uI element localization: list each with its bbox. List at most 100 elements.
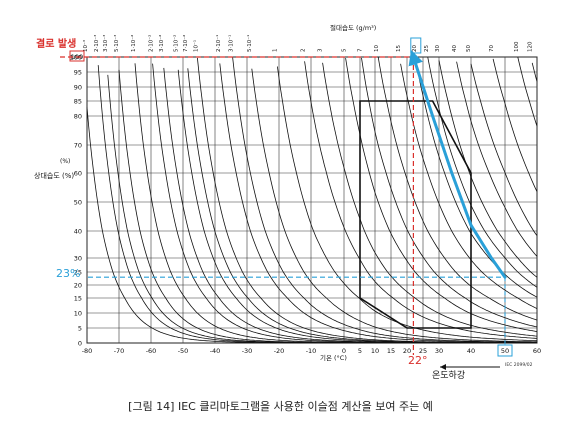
abs-humidity-label: 2·10⁻² bbox=[148, 35, 155, 52]
abs-humidity-label: 5·10⁻² bbox=[172, 35, 179, 52]
abs-humidity-label: 3·10⁻² bbox=[158, 35, 165, 52]
x-tick-label: 25 bbox=[419, 347, 427, 355]
y-tick-label: 80 bbox=[74, 113, 82, 121]
figure-caption: [그림 14] IEC 클리마토그램을 사용한 이슬점 계산을 보여 주는 예 bbox=[128, 400, 433, 413]
rh-23-label: 23% bbox=[56, 267, 80, 280]
dew-point-label: 22° bbox=[408, 354, 428, 367]
x-tick-label: -10 bbox=[306, 347, 317, 355]
y-tick-label: 0 bbox=[78, 340, 82, 348]
abs-humidity-label: 15 bbox=[396, 45, 402, 52]
x-tick-label: 40 bbox=[467, 347, 475, 355]
abs-humidity-label: 120 bbox=[527, 41, 533, 52]
annotations bbox=[60, 49, 513, 370]
abs-humidity-label: 3 bbox=[318, 48, 324, 52]
y-tick-label: 10 bbox=[74, 310, 82, 318]
climate-envelope-outline bbox=[359, 100, 472, 329]
y-tick-label: 50 bbox=[74, 199, 82, 207]
cooling-path bbox=[408, 49, 507, 279]
abs-humidity-label: 30 bbox=[435, 45, 441, 52]
abs-humidity-curve bbox=[345, 58, 538, 332]
abs-humidity-label: 2 bbox=[301, 49, 307, 53]
abs-humidity-curve bbox=[377, 57, 538, 321]
abs-humidity-label: 7·10⁻² bbox=[182, 35, 189, 52]
abs-humidity-curve bbox=[492, 58, 538, 192]
y-tick-label: 95 bbox=[74, 69, 82, 77]
source-label: IEC 2099/02 bbox=[505, 362, 533, 368]
x-tick-label: -80 bbox=[82, 347, 93, 355]
x-tick-label: 10 bbox=[371, 347, 379, 355]
y-tick-label: 25 bbox=[74, 269, 82, 277]
cooling-label: 온도하강 bbox=[432, 370, 465, 381]
y-tick-label: 20 bbox=[74, 282, 82, 290]
y-tick-label: 100 bbox=[70, 54, 82, 62]
y-tick-label: 15 bbox=[74, 295, 82, 303]
abs-humidity-label: 5 bbox=[342, 48, 348, 52]
abs-humidity-label: 7 bbox=[358, 48, 364, 52]
x-tick-label: 20 bbox=[403, 347, 411, 355]
rh-100-box bbox=[69, 50, 85, 62]
abs-humidity-label: 70 bbox=[489, 45, 495, 52]
abs-humidity-curve bbox=[470, 63, 538, 236]
x-tick-label: 30 bbox=[435, 347, 443, 355]
plot-frame bbox=[86, 56, 538, 344]
abs-humidity-label: 100 bbox=[514, 41, 520, 52]
abs-humidity-label: 2·10⁻³ bbox=[93, 35, 100, 52]
temp-50-box bbox=[497, 344, 513, 357]
abs-humidity-curve bbox=[322, 62, 538, 337]
grid-layer bbox=[86, 56, 538, 344]
y-tick-label: 40 bbox=[74, 228, 82, 236]
abs-humidity-curve bbox=[219, 63, 537, 343]
abs-humidity-label: 20 bbox=[412, 45, 418, 52]
abs-humidity-curve bbox=[400, 63, 538, 309]
abs-humidity-curve bbox=[361, 57, 538, 328]
x-tick-label: 0 bbox=[342, 347, 346, 355]
abs-humidity-curve bbox=[416, 64, 538, 298]
cooling-arrow-head bbox=[440, 364, 446, 370]
abs-humidity-curve bbox=[118, 69, 537, 344]
y-tick-label: 30 bbox=[74, 255, 82, 263]
abs-humidity-label: 10⁻³ bbox=[82, 40, 89, 52]
abs-humidity-label: 5·10⁻³ bbox=[113, 35, 120, 52]
abs-humidity-label: 1·10⁻² bbox=[130, 35, 137, 52]
condensation-label: 결로 발생 bbox=[36, 37, 76, 50]
x-tick-label: 15 bbox=[387, 347, 395, 355]
y-tick-label: 60 bbox=[74, 170, 82, 178]
abs-humidity-label: 40 bbox=[452, 45, 458, 52]
abs-humidity-curve bbox=[517, 57, 538, 127]
abs-humidity-label: 10 bbox=[374, 45, 380, 52]
x-tick-label: -20 bbox=[274, 347, 285, 355]
abs-humidity-label: 3·10⁻³ bbox=[102, 35, 109, 52]
abs-humidity-curve bbox=[134, 63, 537, 344]
y-tick-label: 5 bbox=[78, 325, 82, 333]
x-tick-label: -50 bbox=[178, 347, 189, 355]
abs-humidity-curve bbox=[232, 57, 537, 343]
absolute-humidity-curves: 10⁻³ 2·10⁻³ 3·10⁻³ 5·10⁻³ 1·10⁻² 2·10⁻² 3·10⁻²… bbox=[82, 35, 538, 344]
y-tick-label: 70 bbox=[74, 142, 82, 150]
abs-humidity-label: 10⁻¹ bbox=[192, 40, 199, 52]
abs-humidity-label: 2·10⁻¹ bbox=[215, 35, 222, 52]
x-tick-label: -70 bbox=[114, 347, 125, 355]
abs-humidity-label: 25 bbox=[424, 45, 430, 52]
y-axis-unit: (%) bbox=[60, 158, 70, 165]
y-axis-label: 상대습도 (%) bbox=[34, 171, 74, 180]
y-tick-label: 85 bbox=[74, 98, 82, 106]
x-tick-label: -40 bbox=[210, 347, 221, 355]
x-axis-label: 기온 (°C) bbox=[320, 353, 347, 362]
abs-humidity-label: 1 bbox=[273, 49, 279, 53]
x-tick-label: 5 bbox=[358, 347, 362, 355]
abs-humidity-curve bbox=[197, 57, 537, 344]
abs-humidity-curve bbox=[427, 57, 538, 288]
abs-humidity-curve bbox=[438, 60, 538, 278]
x-tick-label: -60 bbox=[146, 347, 157, 355]
x-tick-label: 50 bbox=[501, 347, 509, 355]
abs-humidity-curve bbox=[304, 61, 538, 339]
abs-humidity-curve bbox=[251, 68, 538, 343]
y-tick-label: 90 bbox=[74, 84, 82, 92]
x-tick-label: 60 bbox=[533, 347, 541, 355]
abs-humidity-curve bbox=[456, 61, 538, 257]
abs-humidity-curve bbox=[152, 63, 537, 344]
abs-humidity-curve bbox=[531, 62, 538, 82]
abs-humidity-label: 3·10⁻¹ bbox=[228, 35, 235, 52]
abs-humidity-label: 50 bbox=[466, 45, 472, 52]
